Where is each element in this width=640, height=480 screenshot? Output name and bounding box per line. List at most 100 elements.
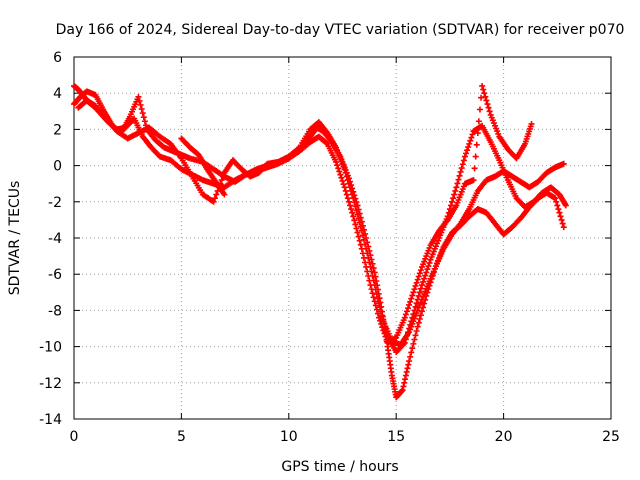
y-tick-label: -8 bbox=[48, 303, 62, 319]
y-tick-label: -4 bbox=[48, 231, 62, 247]
data-point bbox=[378, 308, 385, 315]
data-point bbox=[453, 184, 460, 191]
data-point bbox=[345, 180, 352, 187]
y-tick-label: 0 bbox=[53, 159, 62, 175]
data-point bbox=[379, 312, 386, 319]
x-tick-label: 15 bbox=[387, 429, 405, 445]
data-point bbox=[413, 279, 420, 286]
data-point bbox=[399, 387, 406, 394]
data-point bbox=[408, 295, 415, 302]
data-point bbox=[139, 110, 146, 117]
data-point bbox=[405, 305, 412, 312]
y-tick-label: -10 bbox=[39, 340, 62, 356]
data-point bbox=[406, 301, 413, 308]
data-point bbox=[460, 157, 467, 164]
data-point bbox=[350, 195, 357, 202]
data-point bbox=[349, 209, 356, 216]
data-point bbox=[467, 137, 474, 144]
data-point bbox=[341, 166, 348, 173]
data-point bbox=[403, 308, 410, 315]
data-point bbox=[350, 213, 357, 220]
data-point bbox=[405, 361, 412, 368]
data-point bbox=[417, 312, 424, 319]
data-point bbox=[486, 108, 493, 115]
data-point bbox=[371, 269, 378, 276]
axis-ticks: 0 5 10 15 20 25 -14 -12 -10 -8 -6 -4 -2 0 2 4 6 bbox=[39, 50, 620, 445]
data-point bbox=[483, 97, 490, 104]
data-point bbox=[465, 144, 472, 151]
data-point bbox=[400, 383, 407, 390]
x-tick-label: 25 bbox=[602, 429, 620, 445]
data-point bbox=[552, 195, 559, 202]
data-point bbox=[402, 376, 409, 383]
data-point bbox=[370, 294, 377, 301]
data-point bbox=[410, 340, 417, 347]
x-tick-label: 5 bbox=[177, 429, 186, 445]
data-point bbox=[353, 207, 360, 214]
data-point bbox=[377, 304, 384, 311]
data-point bbox=[451, 191, 458, 198]
data-point bbox=[478, 94, 485, 101]
data-point bbox=[343, 191, 350, 198]
data-point bbox=[418, 308, 425, 315]
data-point bbox=[379, 324, 386, 331]
x-tick-label: 20 bbox=[495, 429, 513, 445]
data-point bbox=[356, 237, 363, 244]
data-point bbox=[401, 379, 408, 386]
data-point bbox=[141, 118, 148, 125]
data-point bbox=[369, 260, 376, 267]
data-point bbox=[368, 286, 375, 293]
data-point bbox=[470, 177, 477, 184]
data-point bbox=[362, 259, 369, 266]
data-point bbox=[562, 202, 569, 209]
data-point bbox=[371, 298, 378, 305]
data-point bbox=[464, 147, 471, 154]
data-point bbox=[370, 265, 377, 272]
data-point bbox=[452, 187, 459, 194]
data-point bbox=[528, 120, 535, 127]
data-point bbox=[373, 306, 380, 313]
data-point bbox=[359, 250, 366, 257]
data-point bbox=[411, 336, 418, 343]
data-point bbox=[334, 162, 341, 169]
data-point bbox=[333, 158, 340, 165]
series-3 bbox=[178, 135, 567, 348]
data-point bbox=[447, 202, 454, 209]
data-point bbox=[456, 172, 463, 179]
data-point bbox=[339, 177, 346, 184]
data-point bbox=[450, 195, 457, 202]
data-point bbox=[475, 118, 482, 125]
data-point bbox=[398, 387, 405, 394]
data-point bbox=[356, 219, 363, 226]
data-point bbox=[137, 101, 144, 108]
data-point bbox=[380, 327, 387, 334]
data-point bbox=[342, 187, 349, 194]
data-point bbox=[357, 223, 364, 230]
data-point bbox=[423, 269, 430, 276]
data-point bbox=[354, 229, 361, 236]
data-point bbox=[476, 106, 483, 113]
data-point bbox=[418, 282, 425, 289]
data-point bbox=[336, 168, 343, 175]
data-point bbox=[461, 153, 468, 160]
data-point bbox=[472, 153, 479, 160]
data-point bbox=[374, 295, 381, 302]
data-point bbox=[357, 241, 364, 248]
data-point bbox=[449, 198, 456, 205]
data-point bbox=[218, 177, 225, 184]
data-point bbox=[347, 202, 354, 209]
data-point bbox=[558, 216, 565, 223]
data-point bbox=[352, 221, 359, 228]
data-point bbox=[335, 165, 342, 172]
data-point bbox=[401, 314, 408, 321]
data-point bbox=[471, 165, 478, 172]
data-point bbox=[559, 220, 566, 227]
data-point bbox=[341, 184, 348, 191]
data-point bbox=[210, 198, 217, 205]
data-point bbox=[344, 195, 351, 202]
data-point bbox=[468, 134, 475, 141]
data-point bbox=[469, 131, 476, 138]
data-point bbox=[360, 236, 367, 243]
data-point bbox=[221, 191, 228, 198]
data-point bbox=[479, 82, 486, 89]
